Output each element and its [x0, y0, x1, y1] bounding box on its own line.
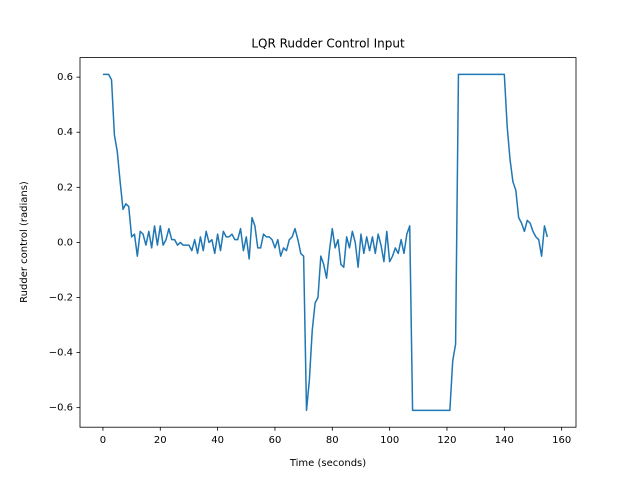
x-tick-label: 80 — [326, 435, 339, 446]
y-tick-label: 0.4 — [57, 127, 73, 138]
x-tick-label: 40 — [211, 435, 224, 446]
y-tick-label: −0.6 — [49, 403, 73, 414]
y-tick-label: 0.0 — [57, 237, 73, 248]
x-tick-label: 160 — [552, 435, 571, 446]
x-axis-label: Time (seconds) — [289, 458, 366, 469]
chart-title: LQR Rudder Control Input — [251, 37, 405, 51]
plot-frame — [79, 57, 577, 428]
x-tick-label: 140 — [495, 435, 514, 446]
y-axis-label: Rudder control (radians) — [19, 181, 30, 303]
y-tick-label: 0.6 — [57, 72, 73, 83]
y-tick-label: −0.2 — [49, 292, 73, 303]
x-tick-label: 100 — [380, 435, 399, 446]
x-tick-label: 60 — [269, 435, 282, 446]
data-line — [102, 73, 549, 412]
y-tick-label: 0.2 — [57, 182, 73, 193]
y-tick-label: −0.4 — [49, 348, 73, 359]
x-tick-label: 0 — [100, 435, 106, 446]
x-tick-label: 120 — [437, 435, 456, 446]
x-tick-label: 20 — [154, 435, 167, 446]
